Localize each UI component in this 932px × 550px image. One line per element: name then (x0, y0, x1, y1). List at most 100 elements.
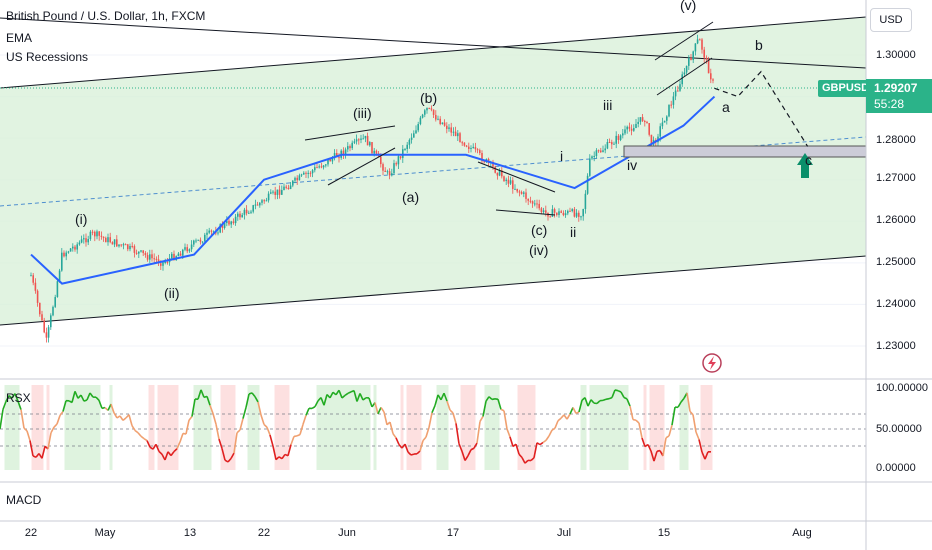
candle-body (353, 141, 356, 143)
candle-body (336, 153, 338, 158)
candle-body (696, 39, 699, 44)
candle-body (316, 167, 318, 169)
candle-body (116, 239, 118, 247)
candle-body (153, 258, 155, 260)
wave-label: ii (570, 224, 576, 240)
rsx-segment (89, 392, 94, 398)
rsx-zone-highlight (16, 385, 20, 470)
candle-body (162, 262, 164, 266)
rsx-segment (185, 420, 190, 435)
candle-body (210, 230, 213, 232)
rsx-segment (191, 398, 196, 417)
candle-body (261, 200, 263, 203)
rsx-zone-highlight (412, 385, 416, 470)
candle-body (523, 192, 525, 194)
rsx-zone-highlight (331, 385, 335, 470)
rsx-segment (251, 392, 256, 398)
rsx-segment (137, 432, 142, 437)
candle-body (584, 193, 587, 210)
rsx-segment (623, 396, 628, 400)
rsx-label[interactable]: RSX (6, 391, 31, 405)
candle-body (633, 128, 635, 131)
candle-body (124, 244, 127, 246)
candle-body (659, 126, 661, 137)
wave-label: iii (603, 97, 612, 113)
candle-body (252, 205, 254, 212)
rsx-zone-highlight (685, 385, 689, 470)
rsx-segment (617, 389, 622, 393)
candle-body (424, 110, 426, 115)
rsx-segment (530, 457, 535, 462)
rsx-zone-highlight (202, 385, 206, 470)
rsx-segment (689, 410, 694, 416)
candle-body (212, 231, 215, 233)
candle-body (558, 211, 560, 216)
rsx-segment (71, 391, 76, 403)
chart-title[interactable]: British Pound / U.S. Dollar, 1h, FXCM (6, 9, 206, 23)
rsx-zone-highlight (487, 385, 491, 470)
rsx-segment (677, 401, 682, 408)
macd-label[interactable]: MACD (6, 493, 42, 507)
candle-body (239, 213, 241, 218)
rsx-zone-highlight (82, 385, 86, 470)
candle-body (292, 180, 294, 186)
candle-body (384, 170, 386, 172)
candle-body (89, 231, 92, 240)
candle-body (78, 242, 81, 245)
rsx-segment (224, 459, 229, 463)
candle-body (149, 254, 151, 260)
rsx-segment (668, 424, 673, 437)
rsx-segment (95, 396, 100, 401)
candle-body (518, 191, 521, 193)
rsx-zone-highlight (4, 385, 8, 470)
candle-body (637, 121, 639, 124)
candle-body (146, 255, 149, 260)
candle-body (613, 143, 615, 145)
rsx-zone-highlight (286, 385, 290, 470)
currency-selector[interactable]: USD (870, 8, 912, 32)
rsx-zone-highlight (655, 385, 659, 470)
candle-body (305, 172, 307, 174)
candle-body (435, 114, 437, 120)
candle-body (349, 146, 351, 149)
candle-body (479, 150, 481, 154)
rsx-segment (455, 423, 460, 444)
wave-label: (iii) (353, 105, 372, 121)
rsx-zone-highlight (64, 385, 68, 470)
candle-body (122, 244, 125, 246)
rsx-segment (356, 393, 361, 402)
candle-body (219, 224, 221, 233)
rsx-segment (269, 434, 274, 447)
candle-body (703, 49, 705, 58)
candle-body (322, 165, 325, 168)
rsx-zone-highlight (529, 385, 533, 470)
candle-body (457, 133, 459, 137)
candle-body (276, 189, 279, 195)
candle-body (459, 133, 461, 143)
candle-body (371, 142, 373, 154)
us-recessions-indicator-label[interactable]: US Recessions (6, 50, 89, 64)
candle-body (474, 146, 477, 150)
rsx-zone-highlight (472, 385, 476, 470)
rsx-segment (314, 400, 319, 408)
rsx-segment (203, 395, 208, 399)
rsx-segment (632, 418, 637, 422)
rsx-zone-highlight (76, 385, 80, 470)
rsx-segment (464, 455, 469, 461)
candle-body (430, 108, 433, 110)
rsx-segment (449, 409, 454, 414)
rsx-segment (602, 398, 607, 402)
rsx-segment (218, 438, 223, 449)
ema-indicator-label[interactable]: EMA (6, 31, 33, 45)
candle-body (454, 131, 457, 137)
rsx-zone-highlight (151, 385, 155, 470)
time-tick: 17 (446, 527, 460, 539)
rsx-segment (170, 451, 175, 457)
rsx-segment (695, 431, 700, 440)
candle-body (127, 244, 129, 250)
candle-body (182, 249, 184, 256)
candle-body (681, 74, 683, 85)
wave-label: i (560, 148, 563, 164)
candle-body (670, 104, 672, 106)
